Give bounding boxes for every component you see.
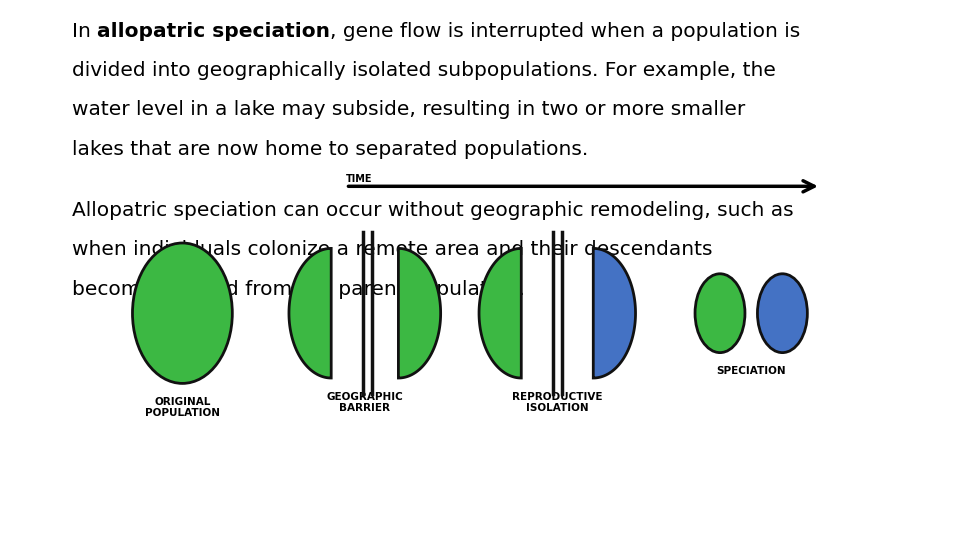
Text: ORIGINAL
POPULATION: ORIGINAL POPULATION	[145, 397, 220, 418]
Text: REPRODUCTIVE
ISOLATION: REPRODUCTIVE ISOLATION	[512, 392, 603, 413]
Polygon shape	[398, 248, 441, 378]
Text: divided into geographically isolated subpopulations. For example, the: divided into geographically isolated sub…	[72, 61, 776, 80]
Ellipse shape	[695, 274, 745, 353]
Text: when individuals colonize a remote area and their descendants: when individuals colonize a remote area …	[72, 240, 712, 259]
Text: water level in a lake may subside, resulting in two or more smaller: water level in a lake may subside, resul…	[72, 100, 745, 119]
Ellipse shape	[132, 243, 232, 383]
Text: GEOGRAPHIC
BARRIER: GEOGRAPHIC BARRIER	[326, 392, 403, 413]
Text: , gene flow is interrupted when a population is: , gene flow is interrupted when a popula…	[330, 22, 801, 40]
Text: TIME: TIME	[346, 173, 372, 184]
Ellipse shape	[757, 274, 807, 353]
Text: allopatric speciation: allopatric speciation	[97, 22, 330, 40]
Text: SPECIATION: SPECIATION	[716, 366, 786, 376]
Text: Allopatric speciation can occur without geographic remodeling, such as: Allopatric speciation can occur without …	[72, 201, 794, 220]
Text: lakes that are now home to separated populations.: lakes that are now home to separated pop…	[72, 140, 588, 159]
Text: In: In	[72, 22, 97, 40]
Text: become isolated from the parent population.: become isolated from the parent populati…	[72, 280, 525, 299]
Polygon shape	[289, 248, 331, 378]
Polygon shape	[593, 248, 636, 378]
Polygon shape	[479, 248, 521, 378]
